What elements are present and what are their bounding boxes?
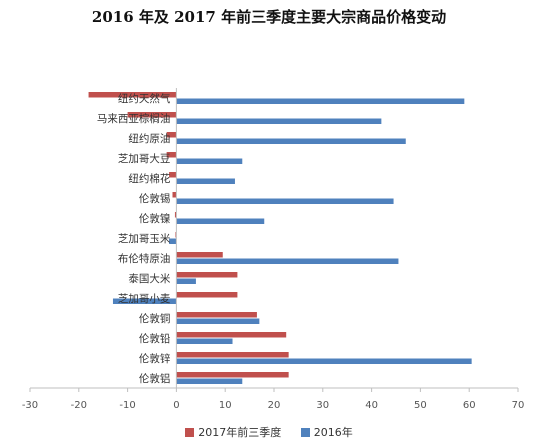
bar-2017-13 <box>176 352 289 358</box>
bar-2017-11 <box>176 312 257 318</box>
category-label-10: 芝加哥小麦 <box>118 292 171 305</box>
x-tick-label-5: 20 <box>268 400 281 411</box>
legend-label-2017: 2017年前三季度 <box>198 426 282 439</box>
bar-2017-1 <box>127 112 177 118</box>
category-label-0: 纽约天然气 <box>118 92 171 105</box>
x-tick-label-2: -10 <box>119 400 135 411</box>
category-label-8: 布伦特原油 <box>118 252 171 265</box>
legend-item-2016: 2016年 <box>300 424 353 440</box>
bar-2017-5 <box>172 192 177 198</box>
bar-2017-2 <box>166 132 177 138</box>
category-label-3: 芝加哥大豆 <box>118 152 171 165</box>
bar-2016-1 <box>176 118 382 124</box>
bar-2017-9 <box>176 272 238 278</box>
x-tick-label-7: 40 <box>365 400 378 411</box>
bar-2017-14 <box>176 372 289 378</box>
bar-2016-8 <box>176 258 399 264</box>
bar-2017-4 <box>169 172 177 178</box>
x-tick-label-1: -20 <box>71 400 87 411</box>
legend-swatch-2016 <box>300 428 310 437</box>
bar-2016-9 <box>176 278 196 284</box>
category-label-9: 泰国大米 <box>128 272 170 285</box>
x-axis: -30 -20 -10 0 10 20 30 40 50 60 70 <box>22 88 525 411</box>
bar-2016-12 <box>176 338 233 344</box>
legend-swatch-2017 <box>185 428 195 437</box>
category-label-2: 纽约原油 <box>128 132 170 145</box>
legend: 2017年前三季度 2016年 <box>0 424 538 440</box>
bar-2016-6 <box>176 218 265 224</box>
x-tick-label-6: 30 <box>316 400 329 411</box>
bar-2016-3 <box>176 158 243 164</box>
category-label-6: 伦敦镍 <box>139 212 171 225</box>
legend-label-2016: 2016年 <box>313 426 353 439</box>
x-tick-label-4: 10 <box>219 400 232 411</box>
category-label-14: 伦敦铝 <box>139 372 171 385</box>
x-tick-label-9: 60 <box>463 400 476 411</box>
x-tick-label-3: 0 <box>173 400 179 411</box>
bar-2017-8 <box>176 252 223 258</box>
bars-group <box>88 92 472 384</box>
category-labels: 纽约天然气马来西亚棕榈油纽约原油芝加哥大豆纽约棉花伦敦锡伦敦镍芝加哥玉米布伦特原… <box>97 92 171 385</box>
bar-2017-0 <box>88 92 177 98</box>
bar-2016-7 <box>169 238 177 244</box>
category-label-7: 芝加哥玉米 <box>118 232 171 245</box>
bar-2016-0 <box>176 98 465 104</box>
chart-title: 2016 年及 2017 年前三季度主要大宗商品价格变动 <box>91 8 447 26</box>
x-tick-label-10: 70 <box>512 400 525 411</box>
category-label-5: 伦敦锡 <box>139 192 171 205</box>
bar-2017-12 <box>176 332 287 338</box>
category-label-4: 纽约棉花 <box>128 172 170 185</box>
bar-2016-4 <box>176 178 235 184</box>
category-label-11: 伦敦铜 <box>139 312 171 325</box>
legend-item-2017: 2017年前三季度 <box>185 424 281 440</box>
bar-2017-6 <box>174 212 177 218</box>
bar-2016-10 <box>112 298 177 304</box>
category-label-1: 马来西亚棕榈油 <box>97 112 171 125</box>
x-tick-label-8: 50 <box>414 400 427 411</box>
category-label-12: 伦敦铅 <box>139 332 171 345</box>
bar-2016-5 <box>176 198 394 204</box>
bar-2016-2 <box>176 138 406 144</box>
bar-2017-3 <box>166 152 177 158</box>
x-tick-label-0: -30 <box>22 400 38 411</box>
bar-2016-13 <box>176 358 472 364</box>
category-label-13: 伦敦锌 <box>139 352 171 365</box>
bar-2016-11 <box>176 318 260 324</box>
bar-2017-10 <box>176 292 238 298</box>
bar-2016-14 <box>176 378 243 384</box>
